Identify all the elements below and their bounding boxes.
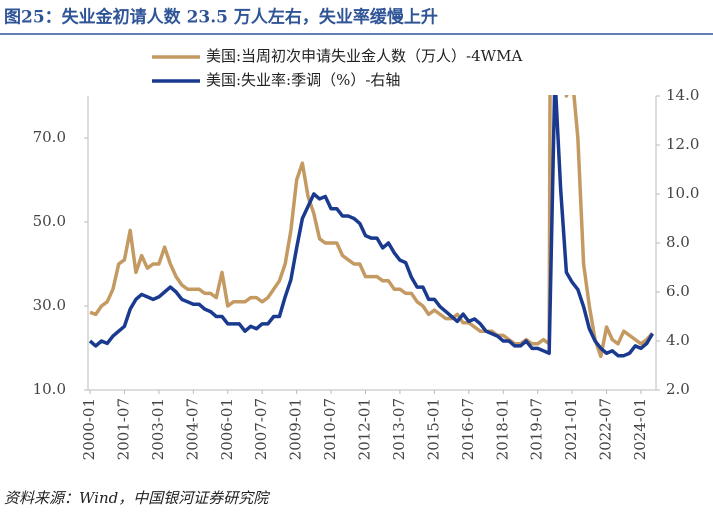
line-series (88, 95, 654, 358)
line-series (89, 95, 654, 359)
x-tick-label: 2019-07 (528, 398, 546, 460)
x-tick-label: 2015-01 (424, 398, 442, 460)
x-tick-label: 2016-07 (459, 398, 477, 460)
x-tick-label: 2004-07 (183, 398, 201, 460)
x-tick-label: 2009-01 (287, 398, 305, 460)
x-tick-label: 2003-01 (149, 398, 167, 460)
y2-tick-label: 8.0 (666, 233, 690, 251)
x-tick-label: 2024-01 (631, 398, 649, 460)
y-tick-label: 70.0 (33, 128, 66, 146)
y-tick-label: 10.0 (33, 380, 66, 398)
y2-tick-label: 4.0 (666, 331, 690, 349)
y-tick-label: 50.0 (33, 212, 66, 230)
x-tick-label: 2013-07 (390, 398, 408, 460)
chart-title: 图25：失业金初请人数 23.5 万人左右，失业率缓慢上升 (4, 7, 438, 28)
x-tick-label: 2007-07 (252, 398, 270, 460)
legend-label: 美国:当周初次申请失业金人数（万人）-4WMA (206, 47, 522, 65)
x-tick-label: 2000-01 (80, 398, 98, 460)
legend-label: 美国:失业率:季调（%）-右轴 (206, 71, 400, 89)
y-tick-label: 30.0 (33, 296, 66, 314)
y2-tick-label: 2.0 (666, 380, 690, 398)
x-tick-label: 2001-07 (114, 398, 132, 460)
y2-tick-label: 14.0 (666, 86, 699, 104)
x-tick-label: 2006-01 (218, 398, 236, 460)
x-tick-label: 2012-01 (356, 398, 374, 460)
x-tick-label: 2010-07 (321, 398, 339, 460)
plot-area (88, 95, 654, 359)
y2-tick-label: 10.0 (666, 184, 699, 202)
x-tick-label: 2021-01 (562, 398, 580, 460)
y2-tick-label: 6.0 (666, 282, 690, 300)
source: 资料来源：Wind，中国银河证券研究院 (4, 489, 270, 507)
y2-tick-label: 12.0 (666, 135, 699, 153)
x-tick-label: 2018-01 (493, 398, 511, 460)
x-tick-label: 2022-07 (597, 398, 615, 460)
